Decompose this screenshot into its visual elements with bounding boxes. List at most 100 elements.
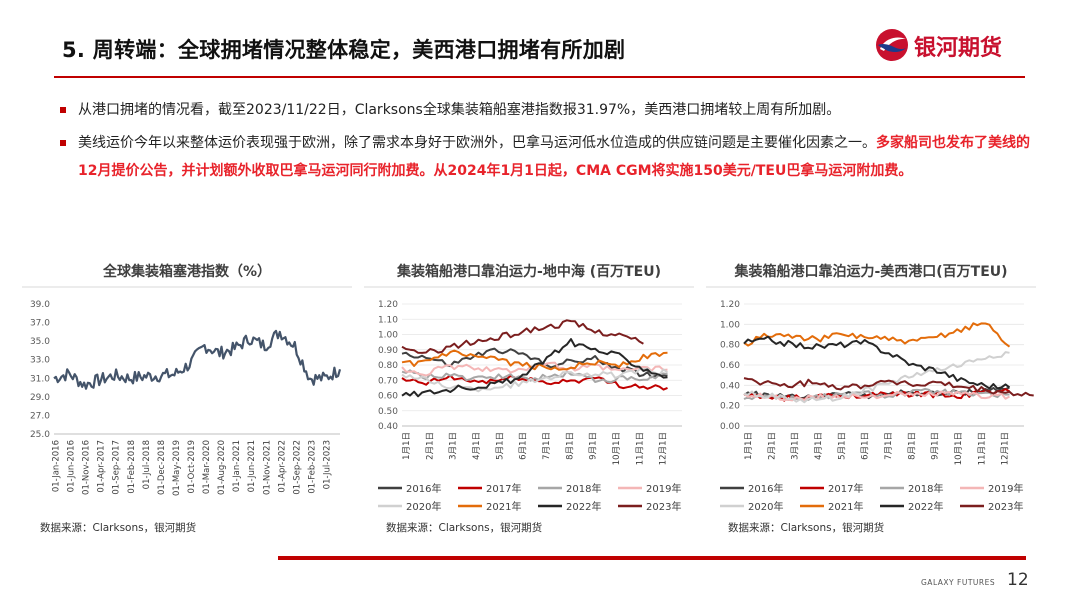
x-tick-label: 8月1日 (565, 432, 575, 460)
legend-label: 2016年 (406, 482, 441, 495)
series-line (53, 329, 342, 390)
legend-label: 2017年 (828, 482, 863, 495)
chart-svg: 集装箱船港口靠泊运力-地中海 (百万TEU) 1.20 1.10 1.00 0.90 0.… (364, 263, 694, 513)
x-tick-label: 10月1日 (954, 432, 964, 465)
x-tick-label: 9月1日 (589, 432, 599, 460)
y-tick-label: 39.0 (30, 300, 50, 310)
x-tick-label: 01-Apr-2022 (277, 440, 287, 493)
y-tick-label: 25.0 (30, 430, 50, 440)
x-tick-label: 01-Feb-2023 (307, 440, 317, 494)
x-tick-label: 01-Mar-2020 (202, 440, 212, 494)
chart-title: 集装箱船港口靠泊运力-地中海 (百万TEU) (396, 263, 661, 280)
chart-title: 全球集装箱塞港指数（%） (102, 263, 271, 280)
x-tick-label: 8月1日 (907, 432, 917, 460)
y-tick-label: 0.00 (720, 422, 740, 432)
x-tick-label: 01-Sep-2017 (112, 440, 122, 495)
x-tick-label: 01-Nov-2021 (262, 440, 272, 495)
y-tick-label: 31.0 (30, 374, 50, 384)
legend-label: 2016年 (748, 482, 783, 495)
source-note: 数据来源：Clarksons，银河期货 (728, 522, 885, 534)
x-tick-label: 2月1日 (767, 432, 777, 460)
page-number: 12 (1007, 570, 1029, 590)
x-tick-label: 01-Jul-2023 (322, 440, 332, 489)
source-note: 数据来源：Clarksons，银河期货 (40, 522, 197, 534)
header-divider (54, 76, 1025, 78)
x-tick-label: 01-Nov-2016 (82, 440, 92, 495)
bullet-item: 美线运价今年以来整体运价表现强于欧洲，除了需求本身好于欧洲外，巴拿马运河低水位造… (60, 129, 1035, 186)
y-tick-label: 1.00 (378, 331, 398, 341)
x-tick-label: 6月1日 (519, 432, 529, 460)
y-tick-label: 35.0 (30, 337, 50, 347)
y-tick-label: 1.00 (720, 320, 740, 330)
chart-svg: 集装箱船港口靠泊运力-美西港口(百万TEU) 1.20 1.00 0.80 0.60 0.… (706, 263, 1036, 513)
y-tick-label: 29.0 (30, 393, 50, 403)
series-line (401, 369, 668, 384)
company-logo: 银河期货 (874, 27, 1034, 63)
x-tick-label: 01-May-2019 (172, 440, 182, 496)
y-tick-label: 1.10 (378, 315, 398, 325)
galaxy-logo-icon (876, 29, 908, 61)
bullet-list: 从港口拥堵的情况看，截至2023/11/22日，Clarksons全球集装箱船塞… (60, 96, 1035, 190)
y-tick-label: 1.20 (720, 300, 740, 310)
y-tick-label: 0.60 (378, 392, 398, 402)
series-line (743, 351, 1010, 404)
x-tick-label: 5月1日 (837, 432, 847, 460)
x-tick-label: 01-Sep-2022 (292, 440, 302, 495)
x-tick-label: 01-Aug-2020 (217, 440, 227, 495)
legend-label: 2022年 (908, 500, 943, 513)
series-line (401, 349, 668, 371)
series-line (401, 361, 668, 377)
x-tick-label: 01-Jun-2016 (67, 440, 77, 492)
y-tick-label: 0.40 (378, 422, 398, 432)
source-note: 数据来源：Clarksons，银河期货 (386, 522, 543, 534)
legend-label: 2018年 (566, 482, 601, 495)
x-tick-label: 10月1日 (612, 432, 622, 465)
x-tick-label: 01-Jan-2021 (232, 440, 242, 492)
x-tick-label: 9月1日 (931, 432, 941, 460)
series-line (743, 322, 1011, 348)
y-tick-label: 1.20 (378, 300, 398, 310)
y-tick-label: 0.60 (720, 361, 740, 371)
legend-label: 2017年 (486, 482, 521, 495)
y-tick-label: 0.80 (378, 361, 398, 371)
x-tick-label: 11月1日 (977, 432, 987, 465)
x-tick-label: 7月1日 (542, 432, 552, 460)
x-tick-label: 7月1日 (884, 432, 894, 460)
x-tick-label: 5月1日 (495, 432, 505, 460)
y-tick-label: 0.80 (720, 341, 740, 351)
legend-label: 2019年 (988, 482, 1023, 495)
legend-label: 2021年 (486, 500, 521, 513)
x-tick-label: 3月1日 (449, 432, 459, 460)
page-title: 5. 周转端：全球拥堵情况整体稳定，美西港口拥堵有所加剧 (62, 38, 626, 62)
bullet-highlight-text: 多家船司也发布了美线的12月提价公告，并计划额外收取巴拿马运河同行附加费。从20… (78, 134, 1030, 180)
bullet-square-icon (60, 107, 66, 113)
x-tick-label: 6月1日 (861, 432, 871, 460)
chart-us-west-capacity: 集装箱船港口靠泊运力-美西港口(百万TEU) 1.20 1.00 0.80 0.60 0.… (706, 258, 1036, 516)
legend-label: 2023年 (646, 500, 681, 513)
legend-label: 2023年 (988, 500, 1023, 513)
x-tick-label: 01-Jul-2018 (142, 440, 152, 489)
y-tick-label: 0.70 (378, 376, 398, 386)
series-line (401, 374, 668, 391)
series-line (743, 335, 1011, 390)
y-tick-label: 0.90 (378, 346, 398, 356)
x-tick-label: 01-Dec-2018 (157, 440, 167, 495)
chart-svg: 全球集装箱塞港指数（%） 39.0 37.0 35.0 33.0 31.0 29.0 27.0… (22, 263, 352, 496)
bullet-square-icon (60, 139, 66, 146)
x-tick-label: 4月1日 (472, 432, 482, 460)
x-tick-label: 12月1日 (1001, 432, 1011, 465)
legend-label: 2018年 (908, 482, 943, 495)
x-tick-label: 01-Jun-2021 (247, 440, 257, 492)
logo-text: 银河期货 (914, 36, 1003, 61)
bullet-text: 从港口拥堵的情况看，截至2023/11/22日，Clarksons全球集装箱船塞… (78, 102, 841, 118)
bullet-item: 从港口拥堵的情况看，截至2023/11/22日，Clarksons全球集装箱船塞… (60, 96, 1035, 125)
x-tick-label: 1月1日 (744, 432, 754, 460)
x-tick-label: 3月1日 (791, 432, 801, 460)
chart-mediterranean-capacity: 集装箱船港口靠泊运力-地中海 (百万TEU) 1.20 1.10 1.00 0.90 0.… (364, 258, 694, 516)
legend-label: 2020年 (748, 500, 783, 513)
legend-label: 2021年 (828, 500, 863, 513)
chart-title: 集装箱船港口靠泊运力-美西港口(百万TEU) (733, 263, 1007, 280)
x-tick-label: 1月1日 (402, 432, 412, 460)
y-tick-label: 0.50 (378, 407, 398, 417)
y-tick-label: 33.0 (30, 356, 50, 366)
